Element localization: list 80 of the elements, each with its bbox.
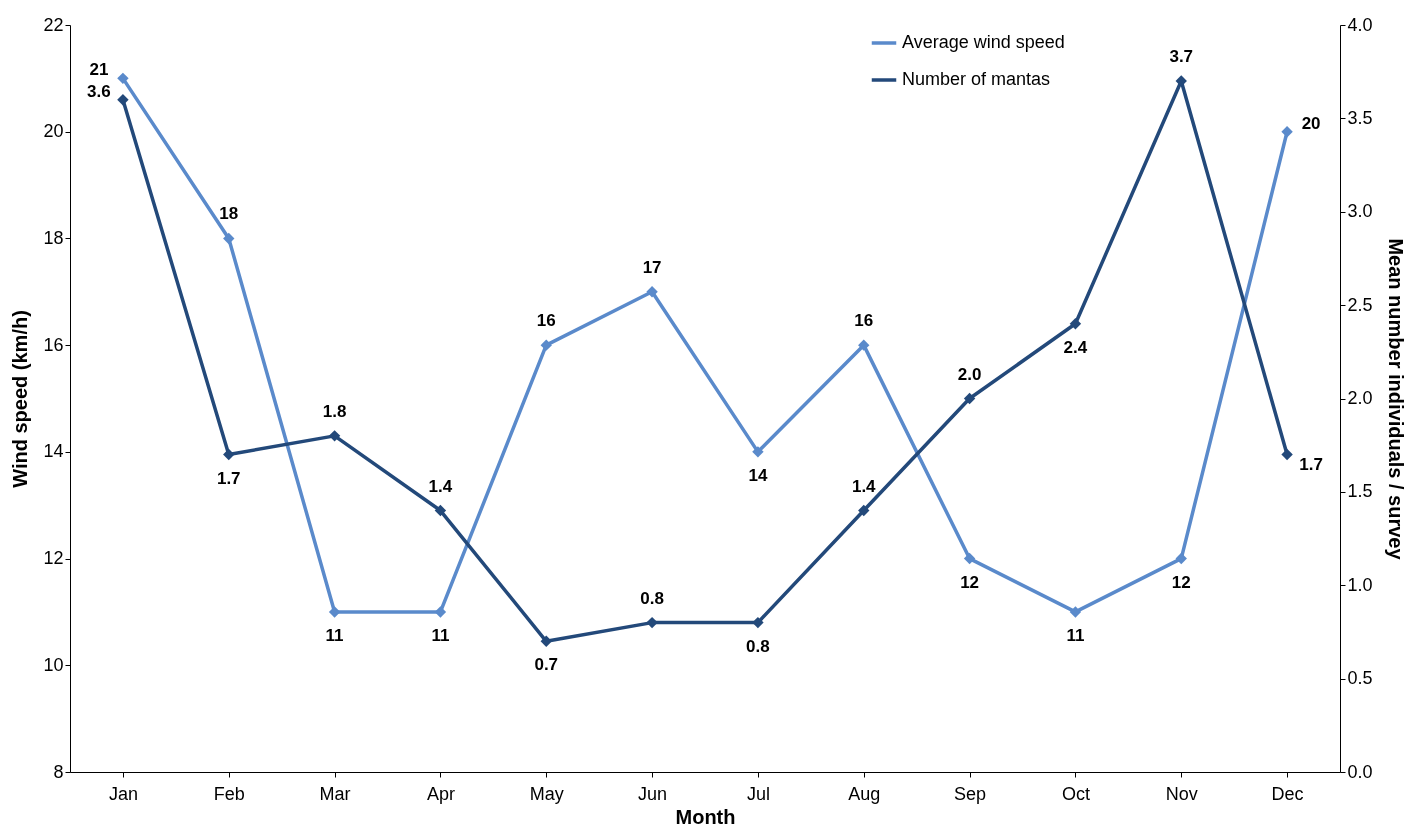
y2-tick-label: 1.5 — [1347, 481, 1373, 502]
y-tick-label: 8 — [53, 761, 64, 782]
data-label: 18 — [219, 204, 239, 224]
y-axis-title: Wind speed (km/h) — [9, 310, 32, 488]
data-label: 0.8 — [746, 636, 770, 656]
x-tick-label: Apr — [426, 783, 455, 804]
y2-tick-label: 0.5 — [1347, 668, 1373, 689]
data-label: 11 — [325, 625, 344, 645]
data-label: 16 — [536, 311, 556, 331]
data-label: 20 — [1301, 113, 1321, 133]
point — [1069, 318, 1082, 330]
y2-tick-label: 2.5 — [1347, 294, 1373, 315]
point — [858, 339, 870, 351]
x-axis-title: Month — [675, 805, 736, 828]
point — [1281, 448, 1293, 461]
point — [117, 94, 129, 106]
data-label: 1.8 — [322, 401, 347, 421]
point — [540, 339, 552, 351]
point — [1281, 126, 1293, 138]
data-label: 2.0 — [957, 364, 982, 384]
data-label: 3.6 — [87, 81, 111, 101]
y-tick-label: 14 — [43, 441, 64, 462]
data-label: 17 — [642, 257, 662, 277]
data-label: 14 — [748, 465, 768, 485]
point — [117, 72, 129, 85]
data-label: 21 — [89, 60, 109, 80]
x-tick-label: May — [529, 783, 564, 804]
x-tick-label: Oct — [1061, 783, 1090, 804]
y-tick-label: 18 — [43, 227, 64, 248]
legend-label: Number of mantas — [902, 69, 1051, 89]
y-tick-label: 12 — [43, 548, 64, 569]
point — [1069, 606, 1082, 618]
point — [646, 616, 658, 629]
data-label: 0.7 — [534, 655, 559, 675]
x-tick-label: Sep — [954, 783, 987, 804]
y2-tick-label: 3.0 — [1347, 201, 1373, 222]
point — [328, 430, 341, 442]
point — [963, 552, 976, 565]
data-label: 1.4 — [851, 476, 877, 496]
point — [752, 446, 764, 458]
x-tick-label: Dec — [1271, 783, 1304, 804]
point — [963, 392, 976, 405]
y-tick-label: 22 — [43, 14, 64, 35]
y2-tick-label: 3.5 — [1347, 107, 1373, 128]
y2-axis-title: Mean number individuals / survey — [1384, 238, 1407, 561]
y-tick-label: 20 — [43, 121, 64, 142]
data-label: 1.4 — [428, 476, 453, 496]
y-tick-label: 10 — [43, 654, 64, 675]
x-tick-label: Nov — [1165, 783, 1198, 804]
point — [223, 448, 235, 461]
point — [858, 504, 870, 517]
point — [752, 616, 764, 629]
y2-tick-label: 2.0 — [1347, 388, 1373, 408]
x-tick-label: Jul — [746, 783, 770, 804]
x-tick-label: Jan — [108, 783, 138, 804]
data-label: 12 — [960, 572, 980, 592]
data-label: 11 — [1066, 625, 1085, 645]
y2-tick-label: 4.0 — [1347, 14, 1373, 35]
x-tick-label: Feb — [213, 783, 245, 804]
data-label: 2.4 — [1063, 337, 1088, 357]
data-label: 1.7 — [1299, 454, 1323, 474]
data-label: 16 — [854, 311, 874, 331]
legend-label: Average wind speed — [902, 32, 1065, 52]
y2-tick-label: 1.0 — [1347, 574, 1373, 595]
data-label: 3.7 — [1169, 47, 1194, 67]
point — [1175, 552, 1187, 565]
y2-tick-label: 0.0 — [1347, 761, 1373, 782]
x-tick-label: Mar — [319, 783, 351, 804]
data-label: 1.7 — [216, 468, 241, 488]
point — [540, 635, 552, 647]
point — [1175, 75, 1187, 87]
x-tick-label: Aug — [848, 783, 881, 804]
data-label: 11 — [431, 625, 450, 645]
y-tick-label: 16 — [43, 334, 64, 355]
point — [223, 232, 235, 245]
data-label: 0.8 — [640, 588, 664, 608]
point — [434, 504, 447, 517]
point — [646, 286, 658, 298]
x-tick-label: Jun — [638, 783, 668, 804]
data-label: 12 — [1171, 572, 1191, 592]
